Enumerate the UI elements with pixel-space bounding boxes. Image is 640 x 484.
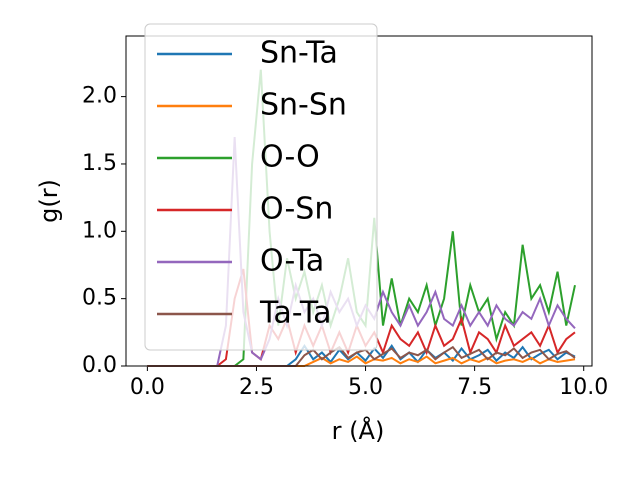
x-tick-label: 10.0 [559, 375, 608, 400]
x-tick-label: 2.5 [239, 375, 274, 400]
y-tick-label: 1.5 [82, 151, 117, 176]
x-tick-label: 5.0 [348, 375, 383, 400]
legend-label: O-O [260, 140, 320, 175]
legend-label: O-Sn [260, 192, 333, 227]
x-axis-label: r (Å) [332, 416, 385, 445]
legend-label: Ta-Ta [259, 296, 332, 331]
y-tick-label: 2.0 [82, 84, 117, 109]
y-tick-label: 0.0 [82, 353, 117, 378]
series-line [147, 355, 576, 367]
legend-label: Sn-Ta [260, 36, 338, 71]
legend-label: Sn-Sn [260, 88, 347, 123]
x-tick-label: 7.5 [457, 375, 492, 400]
y-tick-label: 0.5 [82, 286, 117, 311]
legend-label: O-Ta [260, 244, 324, 279]
y-axis-label: g(r) [35, 179, 63, 223]
legend: Sn-Ta Sn-Sn O-O O-Sn O-Ta Ta-Ta [144, 23, 378, 351]
y-tick-label: 1.0 [82, 218, 117, 243]
x-tick-label: 0.0 [130, 375, 165, 400]
